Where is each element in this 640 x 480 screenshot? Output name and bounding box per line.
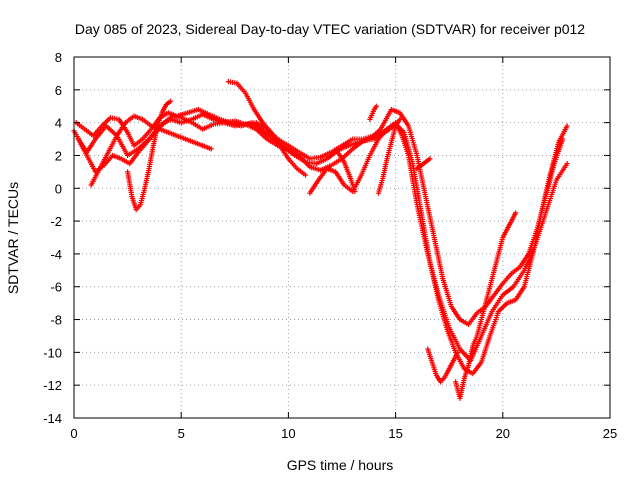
y-tick-label: -2 (50, 214, 62, 229)
data-point (352, 188, 358, 195)
series-track-m (335, 149, 358, 195)
series-track-j (453, 210, 519, 401)
data-point (455, 349, 461, 355)
x-tick-label: 25 (603, 426, 617, 441)
grid-lines (74, 57, 610, 418)
y-tick-label: -8 (50, 313, 62, 328)
y-tick-label: 0 (55, 181, 62, 196)
y-tick-label: 8 (55, 50, 62, 65)
data-point (564, 123, 570, 129)
x-tick-label: 5 (178, 426, 185, 441)
plot-frame (73, 56, 611, 419)
data-point (167, 98, 174, 104)
y-tick-label: -10 (43, 345, 62, 360)
series-track-f (88, 113, 214, 188)
series-track-c (75, 113, 570, 377)
data-point (397, 116, 403, 122)
x-axis-title: GPS time / hours (287, 457, 394, 473)
axis-ticks: 0 5 10 15 20 25 -14 -12 -10 -8 -6 -4 -2 0 2 4 6 8 (43, 50, 617, 441)
data-point (384, 126, 390, 132)
series-track-e (225, 79, 309, 178)
data-point (302, 172, 309, 178)
y-tick-label: -6 (50, 280, 62, 295)
series-track-k (414, 156, 433, 172)
chart-title: Day 085 of 2023, Sidereal Day-to-day VTE… (75, 21, 585, 37)
data-point (564, 161, 570, 167)
x-tick-label: 10 (281, 426, 295, 441)
series-track-l (367, 103, 379, 122)
y-axis-title: SDTVAR / TECUs (5, 182, 21, 294)
y-tick-label: -4 (50, 247, 62, 262)
data-points (71, 79, 570, 401)
series-track-g (307, 126, 390, 196)
data-point (373, 103, 379, 109)
data-point (208, 146, 214, 152)
series-track-i (425, 346, 461, 385)
x-tick-label: 0 (70, 426, 77, 441)
y-tick-label: 2 (55, 148, 62, 163)
series-track-d (125, 98, 174, 213)
series-track-h (375, 116, 403, 196)
x-tick-label: 15 (388, 426, 402, 441)
y-tick-label: -14 (43, 411, 62, 426)
y-tick-label: -12 (43, 378, 62, 393)
y-tick-label: 6 (55, 83, 62, 98)
x-tick-label: 20 (496, 426, 510, 441)
data-point (513, 210, 519, 216)
y-tick-label: 4 (55, 116, 62, 131)
data-point (427, 156, 433, 162)
